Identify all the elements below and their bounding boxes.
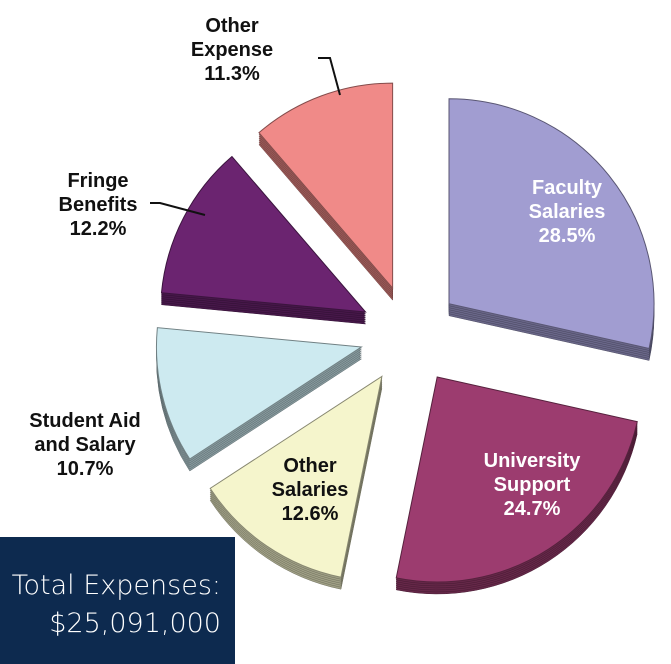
category-label: Other Expense bbox=[190, 15, 274, 61]
slice bbox=[160, 155, 367, 313]
slice bbox=[448, 98, 655, 350]
slice-label: Faculty Salaries 28.5% bbox=[512, 176, 622, 248]
slice bbox=[395, 376, 638, 583]
slice bbox=[209, 375, 383, 578]
total-box: Total Expenses: $25,091,000 bbox=[0, 537, 235, 664]
slice bbox=[258, 82, 394, 290]
category-label: Faculty Salaries bbox=[528, 177, 606, 223]
value-label: 11.3% bbox=[204, 63, 260, 85]
slice-label: Other Expense 11.3% bbox=[177, 14, 287, 86]
category-label: Student Aid and Salary bbox=[29, 410, 141, 456]
category-label: University Support bbox=[483, 450, 581, 496]
slice-label: Student Aid and Salary 10.7% bbox=[10, 409, 160, 481]
slice-label: Other Salaries 12.6% bbox=[255, 454, 365, 526]
value-label: 12.6% bbox=[281, 503, 339, 525]
value-label: 10.7% bbox=[56, 458, 114, 480]
value-label: 24.7% bbox=[503, 498, 561, 520]
leader-line bbox=[150, 202, 206, 216]
slice bbox=[155, 327, 363, 460]
value-label: 12.2% bbox=[69, 218, 127, 240]
category-label: Fringe Benefits bbox=[58, 170, 138, 216]
value-label: 28.5% bbox=[538, 225, 596, 247]
category-label: Other Salaries bbox=[271, 455, 349, 501]
slice-label: University Support 24.7% bbox=[462, 449, 602, 521]
total-value: $25,091,000 bbox=[49, 608, 221, 639]
total-label: Total Expenses: bbox=[11, 570, 221, 601]
leader-line bbox=[318, 57, 341, 96]
slice-label: Fringe Benefits 12.2% bbox=[43, 169, 153, 241]
